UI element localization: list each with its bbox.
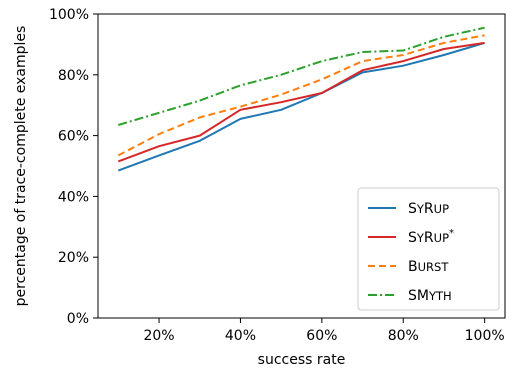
- data-point: [158, 145, 160, 147]
- data-point: [443, 42, 445, 44]
- legend-item: SMYTH: [368, 288, 452, 304]
- data-point: [280, 94, 282, 96]
- y-tick-label: 60%: [58, 129, 89, 145]
- x-tick-label: 40%: [225, 328, 256, 344]
- data-point: [239, 84, 241, 86]
- data-point: [321, 78, 323, 80]
- data-point: [484, 27, 486, 29]
- x-tick-label: 100%: [465, 328, 505, 344]
- data-point: [199, 100, 201, 102]
- data-point: [280, 74, 282, 76]
- data-point: [362, 51, 364, 53]
- x-axis: 20% 40% 60% 80% 100%: [143, 318, 505, 344]
- y-tick-label: 40%: [58, 189, 89, 205]
- legend-label: BURST: [408, 259, 449, 275]
- y-axis: 0% 20% 40% 60% 80% 100%: [49, 7, 98, 327]
- series-line-syrup: [117, 41, 485, 163]
- y-tick-label: 100%: [49, 7, 89, 23]
- data-point: [158, 133, 160, 135]
- data-point: [117, 154, 119, 156]
- legend-box: [357, 187, 500, 311]
- x-tick-label: 60%: [306, 328, 337, 344]
- legend-item: SYRUP: [368, 201, 449, 217]
- y-axis-title: percentage of trace-complete examples: [13, 26, 29, 307]
- series-line-smyth: [118, 26, 485, 126]
- data-point: [117, 124, 119, 126]
- y-tick-label: 0%: [67, 311, 89, 327]
- y-tick-label: 80%: [58, 68, 89, 84]
- data-point: [362, 69, 364, 71]
- data-point: [321, 92, 323, 94]
- x-tick-label: 80%: [388, 328, 419, 344]
- data-point: [158, 154, 160, 156]
- legend-label: SMYTH: [408, 288, 452, 304]
- legend: SYRUP SYRUP* BURST SMYTH: [357, 187, 500, 311]
- plot-frame: [97, 13, 506, 319]
- legend-label: SYRUP: [408, 201, 449, 217]
- x-axis-title: success rate: [258, 352, 346, 368]
- data-point: [280, 109, 282, 111]
- data-point: [443, 54, 445, 56]
- y-tick-label: 20%: [58, 250, 89, 266]
- legend-item: BURST: [368, 259, 449, 275]
- data-point: [199, 116, 201, 118]
- data-point: [402, 60, 404, 62]
- data-point: [402, 54, 404, 56]
- data-point: [158, 112, 160, 114]
- series-line-syrup: [117, 41, 485, 172]
- data-point: [484, 34, 486, 36]
- data-point: [239, 109, 241, 111]
- plot-area: [117, 26, 486, 172]
- data-point: [484, 42, 486, 44]
- legend-label: SYRUP*: [408, 228, 454, 246]
- data-point: [199, 140, 201, 142]
- data-point: [117, 170, 119, 172]
- data-point: [239, 118, 241, 120]
- series-line-burst: [117, 34, 485, 157]
- data-point: [402, 49, 404, 51]
- data-point: [443, 36, 445, 38]
- data-point: [362, 60, 364, 62]
- legend-item: SYRUP*: [368, 228, 454, 246]
- data-point: [321, 60, 323, 62]
- data-point: [199, 135, 201, 137]
- data-point: [239, 106, 241, 108]
- data-point: [402, 65, 404, 67]
- data-point: [443, 48, 445, 50]
- x-tick-label: 20%: [143, 328, 174, 344]
- data-point: [280, 101, 282, 103]
- data-point: [117, 160, 119, 162]
